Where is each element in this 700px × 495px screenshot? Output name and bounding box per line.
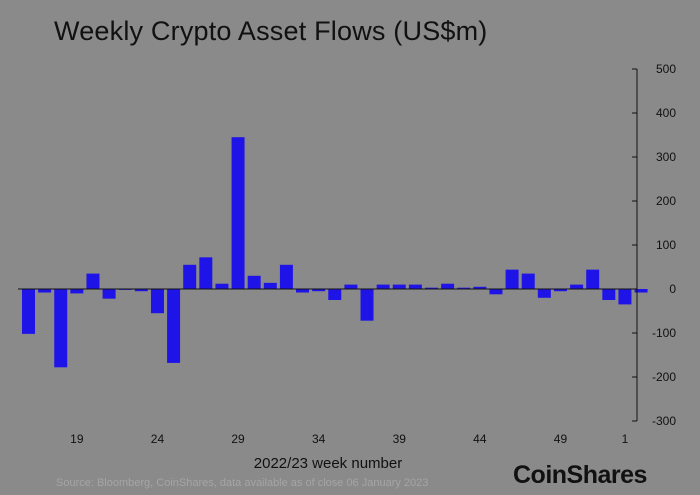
bar-week-48 — [537, 289, 551, 298]
bar-week-32 — [279, 264, 293, 289]
bar-week-25 — [167, 289, 181, 363]
bar-week-21 — [102, 289, 116, 299]
x-tick-label: 34 — [312, 432, 326, 446]
bar-week-44 — [473, 286, 487, 289]
bar-week-35 — [328, 289, 342, 300]
x-tick-label: 39 — [393, 432, 407, 446]
bar-week-34 — [312, 289, 326, 292]
y-tick-label: -100 — [652, 326, 676, 340]
bar-week-24 — [150, 289, 164, 314]
bar-week-23 — [134, 289, 148, 292]
bar-week-36 — [344, 284, 358, 289]
bar-week-49 — [553, 289, 567, 292]
bar-week-41 — [425, 287, 438, 289]
x-tick-label: 44 — [473, 432, 487, 446]
bar-week-17 — [38, 289, 52, 293]
bar-week-26 — [183, 264, 197, 289]
x-ticks-group: 19 24 29 34 39 44 49 1 — [70, 432, 628, 446]
x-tick-label: 29 — [231, 432, 245, 446]
bar-week-20 — [86, 273, 100, 289]
bar-week-38 — [376, 284, 390, 289]
x-tick-label: 49 — [554, 432, 568, 446]
y-tick-label: 300 — [656, 150, 676, 164]
bar-week-47 — [521, 273, 535, 289]
source-note: Source: Bloomberg, CoinShares, data avai… — [56, 477, 429, 489]
bar-week-31 — [263, 282, 277, 289]
y-tick-label: 0 — [669, 282, 676, 296]
bar-week-33 — [296, 289, 310, 293]
y-tick-label: -300 — [652, 414, 676, 428]
chart-title: Weekly Crypto Asset Flows (US$m) — [54, 16, 488, 46]
bar-week-29 — [231, 137, 245, 289]
bar-week-50 — [570, 284, 584, 289]
bar-week-43 — [457, 287, 471, 289]
y-tick-label: 500 — [656, 62, 676, 76]
y-tick-label: -200 — [652, 370, 676, 384]
bar-week-51 — [586, 269, 600, 289]
x-tick-label: 19 — [70, 432, 84, 446]
bar-week-30 — [247, 275, 261, 289]
bar-week-27 — [199, 257, 213, 289]
x-axis-label: 2022/23 week number — [253, 455, 403, 472]
x-tick-label: 24 — [151, 432, 165, 446]
bar-week-19 — [70, 289, 84, 294]
x-tick-label: 1 — [622, 432, 629, 446]
bar-week-40 — [408, 284, 422, 289]
bar-week-45 — [489, 289, 503, 295]
y-tick-label: 100 — [656, 238, 676, 252]
y-tick-label: 200 — [656, 194, 676, 208]
y-ticks-group: 500 400 300 200 100 0 -100 -200 -300 — [632, 62, 676, 428]
bar-week-54 — [634, 289, 648, 293]
bar-week-53 — [618, 289, 632, 305]
bar-week-42 — [441, 283, 455, 289]
bar-week-28 — [215, 283, 229, 289]
bar-week-52 — [602, 289, 616, 300]
bar-week-39 — [392, 284, 406, 289]
bars-group — [22, 137, 648, 368]
bar-week-37 — [360, 289, 374, 321]
bar-week-18 — [54, 289, 68, 368]
bar-week-46 — [505, 269, 519, 289]
coinshares-logo: CoinShares — [513, 461, 647, 489]
y-tick-label: 400 — [656, 106, 676, 120]
bar-week-16 — [22, 289, 35, 334]
